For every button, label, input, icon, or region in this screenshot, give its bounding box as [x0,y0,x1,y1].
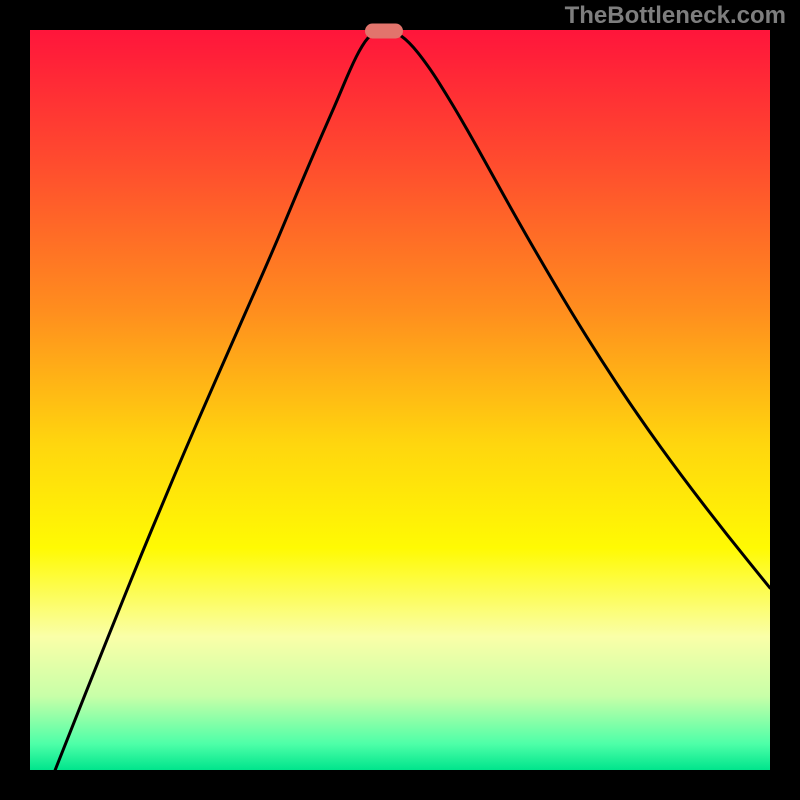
optimum-marker [365,23,403,38]
chart-frame: TheBottleneck.com [0,0,800,800]
watermark-text: TheBottleneck.com [565,2,786,30]
plot-area [30,30,770,770]
bottleneck-curve [30,30,770,770]
